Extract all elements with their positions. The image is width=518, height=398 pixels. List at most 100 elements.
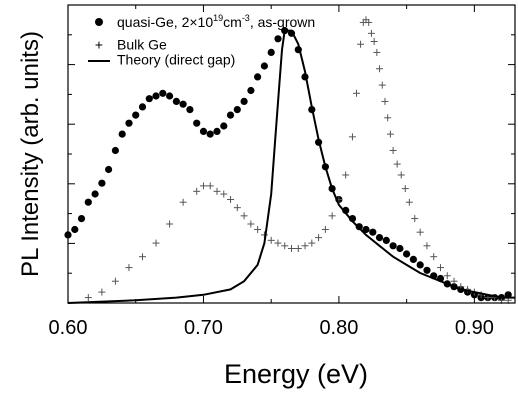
series-layer bbox=[64, 16, 515, 304]
data-point-bulk-ge bbox=[367, 29, 375, 37]
x-tick-label: 0.90 bbox=[455, 317, 494, 339]
data-point-bulk-ge bbox=[405, 198, 413, 206]
data-point-quasi-ge bbox=[267, 48, 275, 57]
x-axis-label: Energy (eV) bbox=[224, 359, 368, 389]
data-point-quasi-ge bbox=[84, 198, 92, 206]
data-point-bulk-ge bbox=[281, 242, 289, 250]
legend-quasi-ge-unit-exp: -3 bbox=[242, 13, 250, 23]
data-point-bulk-ge bbox=[301, 242, 309, 250]
data-point-quasi-ge bbox=[206, 130, 214, 138]
data-point-bulk-ge bbox=[206, 182, 214, 190]
data-point-bulk-ge bbox=[370, 38, 378, 46]
data-point-bulk-ge bbox=[353, 89, 361, 97]
data-point-quasi-ge bbox=[77, 215, 86, 223]
data-point-bulk-ge bbox=[152, 239, 160, 247]
data-point-bulk-ge bbox=[315, 234, 323, 242]
data-point-bulk-ge bbox=[139, 253, 146, 261]
data-point-quasi-ge bbox=[416, 261, 424, 269]
data-point-quasi-ge bbox=[125, 119, 133, 127]
data-point-bulk-ge bbox=[193, 187, 201, 195]
legend-quasi-ge-exp: 19 bbox=[213, 13, 223, 23]
legend-quasi-ge-text: quasi-Ge, 2×10 bbox=[117, 14, 213, 30]
data-point-bulk-ge bbox=[393, 160, 401, 168]
legend-marker-quasi-ge bbox=[95, 18, 103, 26]
data-point-bulk-ge bbox=[220, 190, 228, 198]
data-point-bulk-ge bbox=[378, 81, 386, 89]
data-point-bulk-ge bbox=[288, 245, 295, 253]
data-point-bulk-ge bbox=[199, 182, 207, 190]
data-point-quasi-ge bbox=[91, 190, 99, 198]
data-point-quasi-ge bbox=[199, 127, 208, 135]
data-point-bulk-ge bbox=[166, 220, 174, 228]
data-point-bulk-ge bbox=[411, 215, 419, 223]
data-point-quasi-ge bbox=[504, 291, 512, 299]
data-point-quasi-ge bbox=[98, 179, 106, 187]
data-point-bulk-ge bbox=[274, 239, 282, 247]
data-point-bulk-ge bbox=[416, 228, 424, 236]
legend-label-quasi-ge: quasi-Ge, 2×1019cm-3, as-grown bbox=[117, 13, 315, 30]
data-point-quasi-ge bbox=[423, 266, 431, 274]
data-point-bulk-ge bbox=[381, 97, 389, 105]
data-point-quasi-ge bbox=[369, 228, 377, 236]
legend-marker-bulk-ge: + bbox=[95, 37, 103, 53]
data-point-quasi-ge bbox=[389, 242, 397, 250]
data-point-quasi-ge bbox=[220, 122, 228, 130]
data-point-quasi-ge bbox=[71, 225, 79, 234]
data-point-bulk-ge bbox=[357, 40, 365, 48]
data-point-bulk-ge bbox=[386, 130, 394, 138]
data-point-bulk-ge bbox=[179, 198, 187, 206]
legend-label-bulk-ge: Bulk Ge bbox=[117, 37, 167, 53]
data-point-quasi-ge bbox=[179, 100, 187, 108]
data-point-bulk-ge bbox=[247, 220, 255, 228]
data-point-bulk-ge bbox=[84, 294, 92, 302]
data-point-bulk-ge bbox=[321, 225, 329, 233]
legend-quasi-ge-unit: cm bbox=[223, 14, 242, 30]
data-point-quasi-ge bbox=[132, 111, 140, 119]
data-point-bulk-ge bbox=[227, 195, 235, 203]
data-point-bulk-ge bbox=[233, 204, 241, 212]
data-point-bulk-ge bbox=[376, 65, 384, 73]
data-point-quasi-ge bbox=[145, 95, 153, 103]
data-point-bulk-ge bbox=[111, 277, 119, 285]
data-point-bulk-ge bbox=[443, 272, 451, 280]
data-point-bulk-ge bbox=[98, 288, 106, 296]
data-point-bulk-ge bbox=[430, 253, 438, 261]
data-point-bulk-ge bbox=[254, 225, 262, 233]
data-point-quasi-ge bbox=[233, 106, 241, 114]
data-point-quasi-ge bbox=[105, 165, 113, 174]
data-point-bulk-ge bbox=[267, 236, 275, 244]
data-point-quasi-ge bbox=[152, 92, 160, 100]
data-point-quasi-ge bbox=[375, 234, 384, 242]
data-point-quasi-ge bbox=[186, 106, 194, 114]
data-point-quasi-ge bbox=[409, 255, 417, 263]
data-point-bulk-ge bbox=[213, 187, 221, 195]
legend: quasi-Ge, 2×1019cm-3, as-grown + Bulk Ge… bbox=[88, 13, 315, 68]
x-tick-label: 0.60 bbox=[49, 317, 88, 339]
data-point-bulk-ge bbox=[450, 277, 458, 285]
data-point-quasi-ge bbox=[138, 103, 147, 111]
data-point-bulk-ge bbox=[328, 212, 336, 220]
data-point-quasi-ge bbox=[403, 250, 411, 258]
legend-quasi-ge-suffix: , as-grown bbox=[250, 14, 315, 30]
data-point-quasi-ge bbox=[193, 119, 201, 127]
data-point-quasi-ge bbox=[166, 92, 174, 100]
data-point-bulk-ge bbox=[389, 146, 397, 154]
data-point-bulk-ge bbox=[240, 212, 248, 220]
data-point-quasi-ge bbox=[159, 89, 167, 97]
data-point-bulk-ge bbox=[437, 264, 444, 272]
y-axis-label: PL Intensity (arb. units) bbox=[17, 31, 44, 277]
data-point-quasi-ge bbox=[172, 97, 180, 105]
x-tick-label: 0.70 bbox=[184, 317, 223, 339]
data-point-bulk-ge bbox=[401, 185, 409, 193]
x-tick-label: 0.80 bbox=[319, 317, 358, 339]
data-point-quasi-ge bbox=[213, 127, 221, 135]
data-point-bulk-ge bbox=[308, 239, 316, 247]
data-point-bulk-ge bbox=[342, 171, 350, 179]
data-point-quasi-ge bbox=[240, 97, 248, 105]
data-point-quasi-ge bbox=[396, 244, 404, 253]
data-point-quasi-ge bbox=[111, 146, 119, 155]
data-point-quasi-ge bbox=[254, 73, 262, 81]
data-point-bulk-ge bbox=[365, 18, 373, 26]
